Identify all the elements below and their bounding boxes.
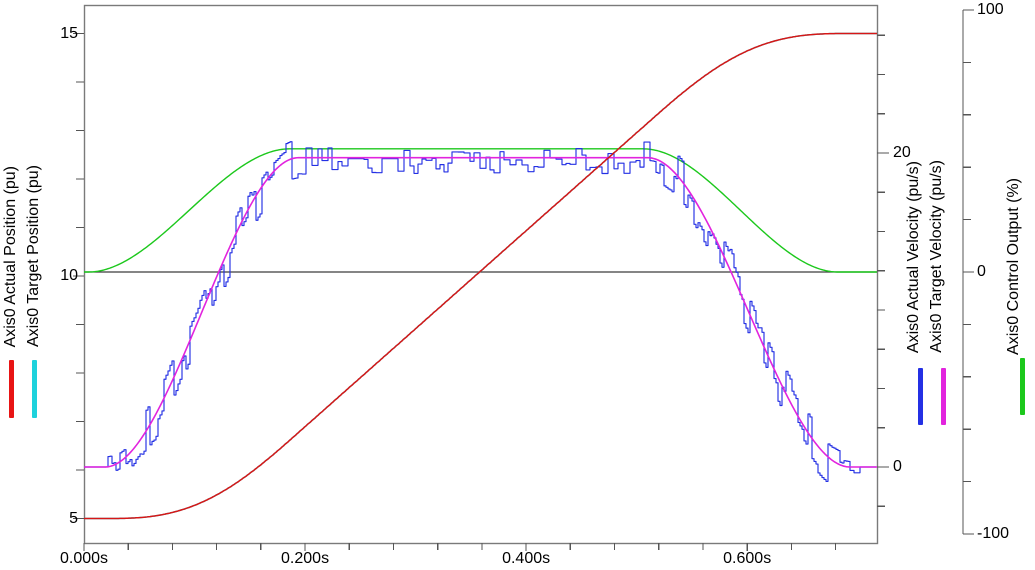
position-axis-tick-label: 5 [69, 509, 78, 527]
velocity-axis-tick-label: 0 [893, 458, 902, 475]
legend-swatch-target-position [32, 360, 37, 418]
control-axis-tick-label: 0 [977, 263, 986, 280]
velocity-axis-tick-label: 20 [893, 144, 911, 161]
legend-swatch-actual-position [9, 360, 14, 418]
x-axis-tick-label: 0.400s [502, 550, 551, 567]
x-axis-tick-label: 0.600s [723, 550, 772, 567]
legend-swatch-control-output [1020, 358, 1025, 415]
x-axis-tick-label: 0.200s [281, 550, 330, 567]
legend-swatch-target-velocity [941, 368, 946, 425]
legend-swatch-actual-velocity [918, 368, 923, 425]
position-axis-tick-label: 15 [60, 24, 78, 42]
control-axis-tick-label: -100 [977, 525, 1010, 542]
control-axis-tick-label: 100 [977, 1, 1004, 18]
x-axis-tick-label: 0.000s [59, 550, 109, 567]
position-axis-tick-label: 10 [60, 267, 78, 284]
